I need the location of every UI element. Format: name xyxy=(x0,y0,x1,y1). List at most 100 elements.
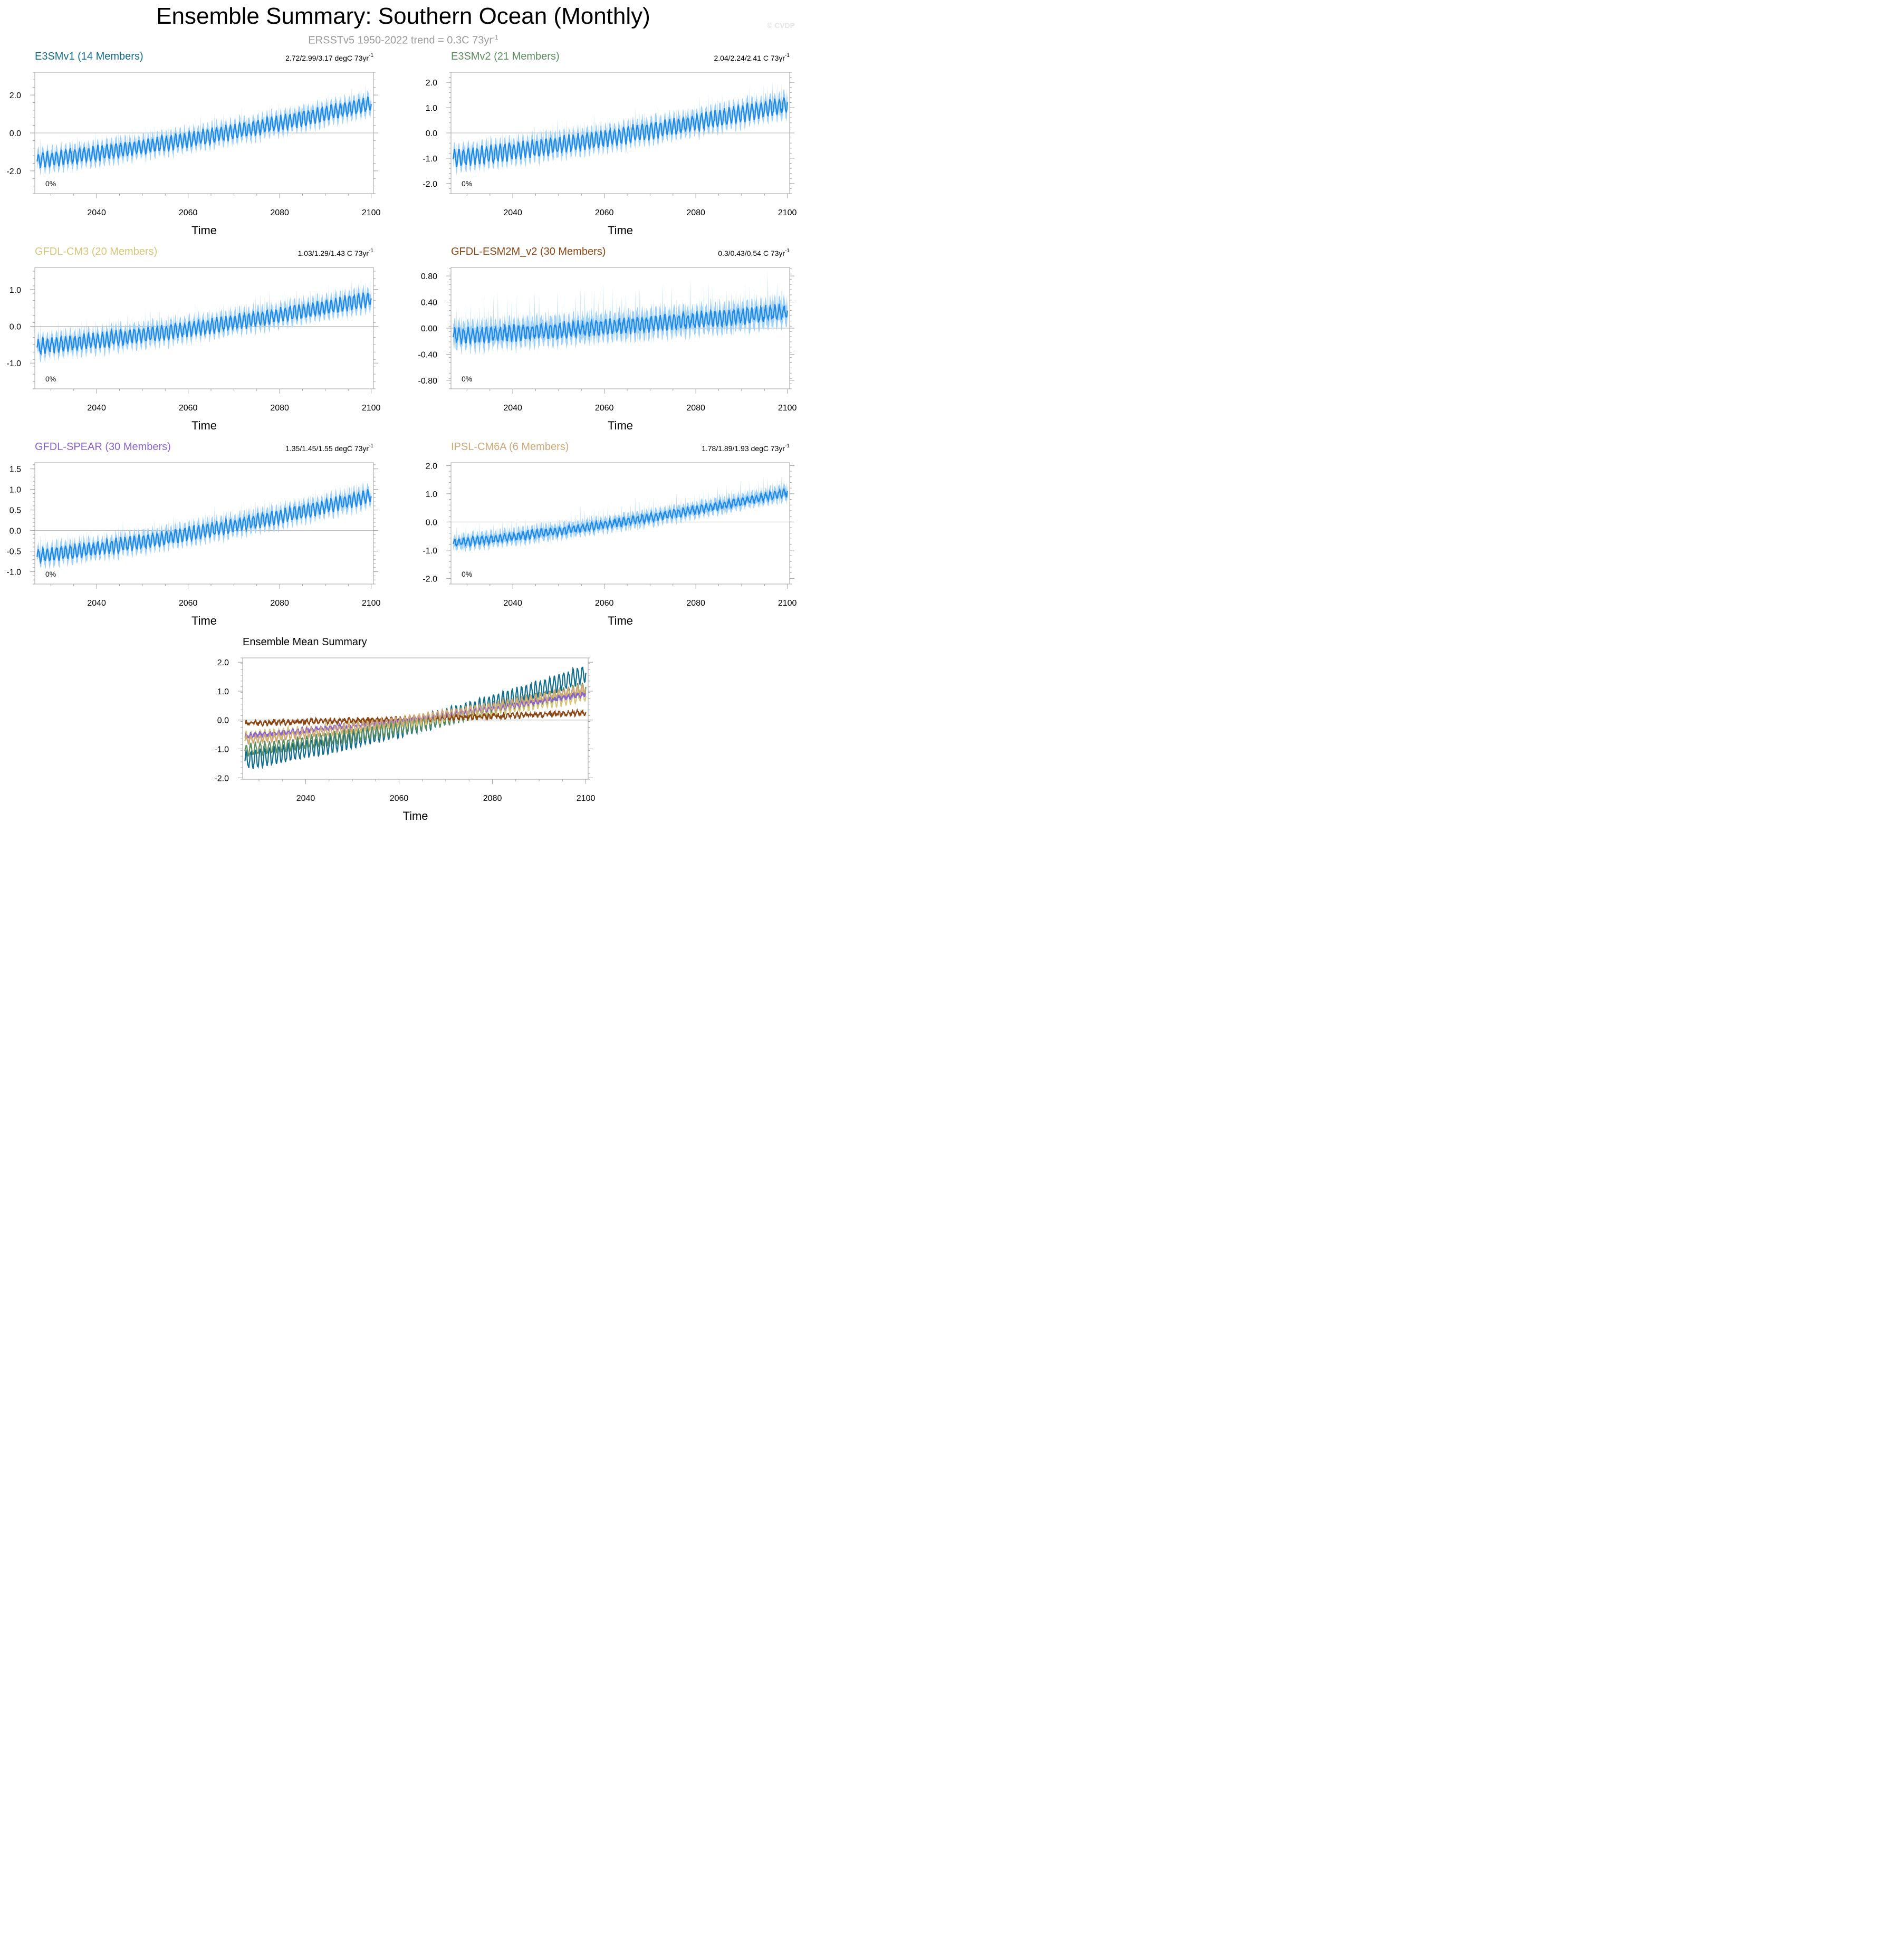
panel-3: -1.0 0.0 1.0 2040 2060 2080 2100 Time GFDL-CM3 (… xyxy=(6,246,380,432)
x-axis-label: Time xyxy=(402,809,428,823)
x-tick-label: 2060 xyxy=(179,208,198,217)
ensemble-spread-band xyxy=(37,84,371,176)
x-tick-label: 2100 xyxy=(778,599,797,608)
panel-title: Ensemble Mean Summary xyxy=(243,636,367,648)
panel-title: GFDL-ESM2M_v2 (30 Members) xyxy=(451,246,606,257)
x-tick-label: 2060 xyxy=(390,794,409,803)
x-tick-label: 2040 xyxy=(87,599,106,608)
y-tick-label: 2.0 xyxy=(426,462,437,471)
y-tick-label: 1.0 xyxy=(9,286,21,295)
x-tick-label: 2040 xyxy=(503,599,522,608)
trend-text: 1.03/1.29/1.43 C 73yr xyxy=(298,249,369,257)
trend-label: 0.3/0.43/0.54 C 73yr-1 xyxy=(718,248,790,257)
trend-exponent: -1 xyxy=(785,53,790,59)
y-tick-label: -1.0 xyxy=(423,547,437,556)
ensemble-spread-band xyxy=(453,81,788,176)
panel-5: -1.0 -0.5 0.0 0.5 1.0 1.5 2040 2060 2080 2100 Time… xyxy=(6,441,380,627)
trend-exponent: -1 xyxy=(785,248,790,254)
x-axis-label: Time xyxy=(608,419,633,432)
x-axis-label: Time xyxy=(191,419,217,432)
trend-label: 1.35/1.45/1.55 degC 73yr-1 xyxy=(285,443,373,453)
y-tick-label: -2.0 xyxy=(423,575,437,584)
y-tick-label: 1.0 xyxy=(9,486,21,495)
panel-1: -2.0 0.0 2.0 2040 2060 2080 2100 Time E3SMv1 (14… xyxy=(6,51,380,237)
x-tick-label: 2040 xyxy=(503,404,522,413)
y-tick-label: -0.5 xyxy=(6,548,21,557)
panel-title: IPSL-CM6A (6 Members) xyxy=(451,441,569,453)
y-tick-label: -0.40 xyxy=(418,350,438,359)
subtitle-exponent: -1 xyxy=(492,34,498,41)
figure-canvas: -2.0 0.0 2.0 2040 2060 2080 2100 Time E3SMv1 (14… xyxy=(6,51,797,823)
subtitle-text: ERSSTv5 1950-2022 trend = 0.3C 73yr xyxy=(308,34,493,46)
percent-label: 0% xyxy=(462,375,472,383)
x-tick-label: 2060 xyxy=(595,599,614,608)
y-tick-label: 2.0 xyxy=(217,658,229,667)
trend-text: 1.35/1.45/1.55 degC 73yr xyxy=(285,444,369,453)
trend-exponent: -1 xyxy=(785,443,790,449)
x-tick-label: 2080 xyxy=(270,404,289,413)
panel-4: -0.80 -0.40 0.00 0.40 0.80 2040 2060 2080 2100 Ti… xyxy=(418,246,797,432)
y-tick-label: -1.0 xyxy=(6,568,21,577)
x-tick-label: 2080 xyxy=(686,599,705,608)
ensemble-mean-line xyxy=(36,96,372,169)
trend-text: 2.72/2.99/3.17 degC 73yr xyxy=(285,54,369,62)
x-tick-label: 2060 xyxy=(179,599,198,608)
x-tick-label: 2100 xyxy=(778,404,797,413)
plot-frame xyxy=(34,462,374,585)
percent-label: 0% xyxy=(45,375,56,383)
x-tick-label: 2040 xyxy=(296,794,315,803)
trend-exponent: -1 xyxy=(369,248,373,254)
y-tick-label: 1.5 xyxy=(9,465,21,474)
y-tick-label: -2.0 xyxy=(6,167,21,176)
trend-label: 1.03/1.29/1.43 C 73yr-1 xyxy=(298,248,373,257)
trend-label: 2.72/2.99/3.17 degC 73yr-1 xyxy=(285,53,373,62)
panel-title: GFDL-CM3 (20 Members) xyxy=(35,246,157,257)
panel-6: -2.0 -1.0 0.0 1.0 2.0 2040 2060 2080 2100 Time IPS… xyxy=(423,441,797,627)
ensemble-spread-band xyxy=(453,271,788,356)
trend-text: 2.04/2.24/2.41 C 73yr xyxy=(714,54,785,62)
x-tick-label: 2100 xyxy=(778,208,797,217)
plot-frame xyxy=(450,462,790,585)
y-tick-label: -2.0 xyxy=(423,180,437,189)
y-tick-label: 0.5 xyxy=(9,506,21,515)
panel-title: GFDL-SPEAR (30 Members) xyxy=(35,441,171,453)
x-tick-label: 2080 xyxy=(483,794,502,803)
y-tick-label: -0.80 xyxy=(418,377,438,386)
ensemble-spread-band xyxy=(453,475,788,552)
x-tick-label: 2100 xyxy=(362,208,381,217)
x-tick-label: 2060 xyxy=(179,404,198,413)
percent-label: 0% xyxy=(45,570,56,578)
y-tick-label: 0.0 xyxy=(9,323,21,332)
plot-frame xyxy=(242,657,589,780)
x-tick-label: 2060 xyxy=(595,208,614,217)
ensemble-spread-band xyxy=(37,481,371,570)
x-tick-label: 2080 xyxy=(270,208,289,217)
x-axis-label: Time xyxy=(608,224,633,237)
series-line-ipsl-cm6a xyxy=(244,684,586,745)
x-tick-label: 2100 xyxy=(362,599,381,608)
percent-label: 0% xyxy=(462,179,472,188)
panel-title: E3SMv1 (14 Members) xyxy=(35,51,143,62)
ensemble-mean-line xyxy=(453,303,788,346)
y-tick-label: 1.0 xyxy=(426,490,437,499)
y-tick-label: -2.0 xyxy=(214,774,229,783)
ensemble-mean-line xyxy=(36,489,372,565)
x-tick-label: 2100 xyxy=(362,404,381,413)
y-tick-label: 0.0 xyxy=(9,527,21,536)
y-tick-label: 0.0 xyxy=(426,518,437,527)
trend-exponent: -1 xyxy=(369,53,373,59)
y-tick-label: 0.0 xyxy=(217,716,229,725)
trend-label: 1.78/1.89/1.93 degC 73yr-1 xyxy=(702,443,790,453)
panel-2: -2.0 -1.0 0.0 1.0 2.0 2040 2060 2080 2100 Time E3S… xyxy=(423,51,797,237)
x-axis-label: Time xyxy=(191,614,217,627)
x-tick-label: 2100 xyxy=(577,794,596,803)
x-tick-label: 2040 xyxy=(503,208,522,217)
trend-text: 0.3/0.43/0.54 C 73yr xyxy=(718,249,785,257)
x-tick-label: 2060 xyxy=(595,404,614,413)
x-tick-label: 2080 xyxy=(270,599,289,608)
y-tick-label: 2.0 xyxy=(9,91,21,100)
panel-7: -2.0 -1.0 0.0 1.0 2.0 2040 2060 2080 2100 Time Ens… xyxy=(214,636,595,823)
plot-frame xyxy=(34,267,374,389)
x-tick-label: 2040 xyxy=(87,208,106,217)
x-tick-label: 2080 xyxy=(686,404,705,413)
